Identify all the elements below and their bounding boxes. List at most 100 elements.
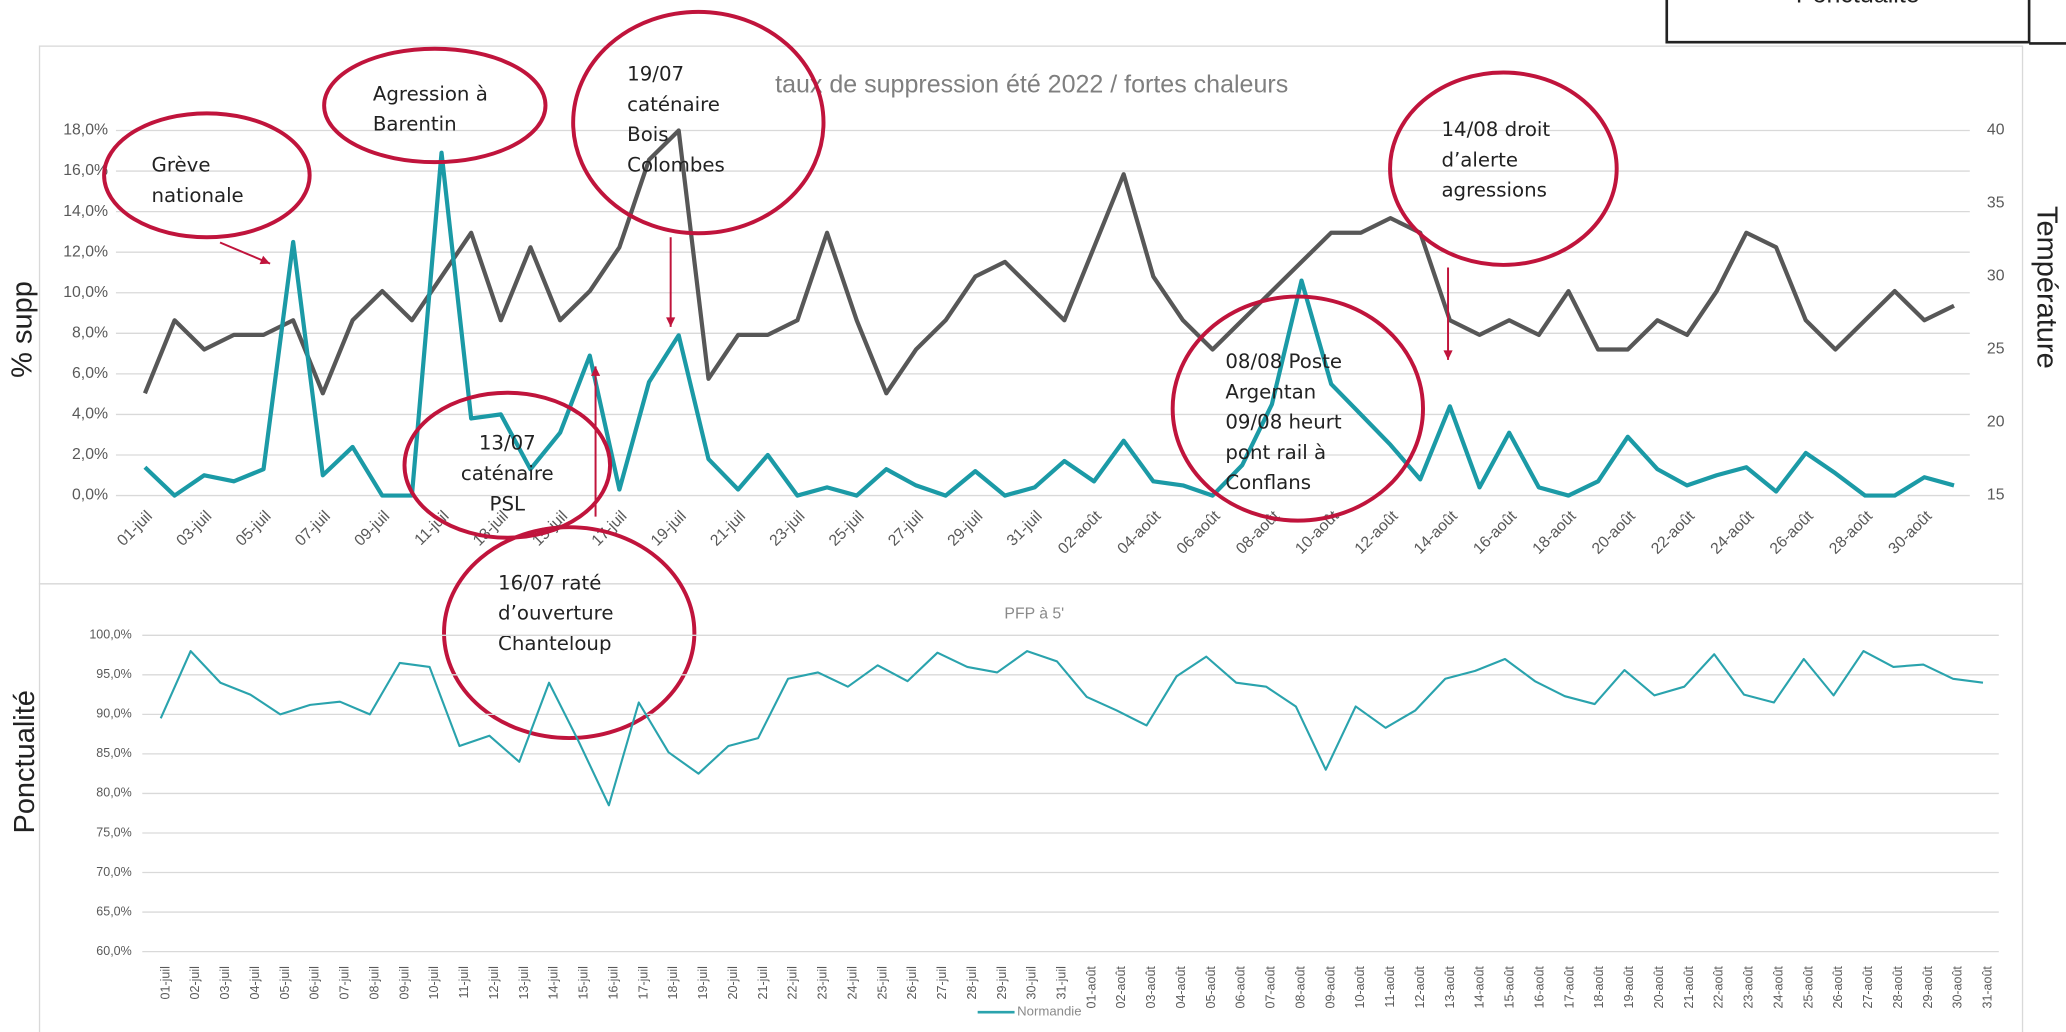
- bottom-panel: [38, 583, 2024, 1032]
- x-tick-label: 03-juil: [218, 966, 232, 999]
- annotation-text: Colombes: [627, 154, 725, 177]
- annotation-text: nationale: [152, 184, 244, 207]
- annotation-text: PSL: [490, 492, 525, 515]
- x-tick-label: 27-août: [1861, 966, 1875, 1009]
- y-tick-label: 14,0%: [63, 203, 108, 220]
- x-tick-label: 23-août: [1742, 966, 1756, 1009]
- x-tick-label: 31-août: [1981, 966, 1995, 1009]
- y-tick-label: 95,0%: [96, 667, 131, 681]
- annotation-circle: [402, 390, 613, 540]
- y2-tick-label: 20: [1987, 414, 2005, 431]
- annotation-circle: [102, 111, 312, 240]
- annotation-text: Argentan: [1225, 380, 1316, 403]
- y2-axis-title: Température: [2030, 206, 2062, 369]
- x-tick-label: 30-août: [1951, 966, 1965, 1009]
- annotation-text: 19/07: [627, 63, 684, 86]
- x-tick-label: 31-juil: [1055, 966, 1069, 999]
- annotation-circle: [571, 9, 826, 236]
- annotation-text: d’ouverture: [498, 602, 613, 625]
- x-tick-label: 14-août: [1473, 966, 1487, 1009]
- legend-label: Normandie: [1017, 1004, 1081, 1019]
- x-tick-label: 02-août: [1114, 966, 1128, 1009]
- annotation-text: 08/08 Poste: [1225, 350, 1342, 373]
- annotation: 19/07 caténaire Bois Colombes: [571, 9, 826, 327]
- x-tick-label: 16-juil: [606, 966, 620, 999]
- y2-tick-label: 40: [1987, 122, 2005, 139]
- x-tick-label: 19-août: [1622, 966, 1636, 1009]
- x-tick-label: 02-juil: [188, 966, 202, 999]
- x-tick-label: 24-août: [1771, 966, 1785, 1009]
- y-axis-title: Ponctualité: [9, 690, 41, 833]
- x-tick-label: 25-août: [1801, 966, 1815, 1009]
- annotation-text: d’alerte: [1441, 148, 1518, 171]
- x-tick-label: 20-juil: [726, 966, 740, 999]
- annotation: 13/07 caténaire PSL: [402, 390, 613, 540]
- x-tick-label: 01-juil: [158, 966, 172, 999]
- x-tick-label: 05-août: [1204, 966, 1218, 1009]
- y-tick-label: 85,0%: [96, 746, 131, 760]
- x-tick-label: 17-juil: [636, 966, 650, 999]
- annotation-text: Agression à: [373, 82, 488, 105]
- y-tick-label: 70,0%: [96, 865, 131, 879]
- x-tick-label: 12-juil: [487, 966, 501, 999]
- annotation: 08/08 Poste Argentan 09/08 heurt pont rail …: [1170, 294, 1425, 523]
- x-tick-label: 19-juil: [696, 966, 710, 999]
- annotation: Agression à Barentin: [322, 46, 548, 165]
- annotation-text: agressions: [1441, 179, 1546, 202]
- x-tick-label: 03-août: [1144, 966, 1158, 1009]
- annotation-text: 13/07: [479, 432, 536, 455]
- series-line: [159, 650, 1984, 807]
- x-tick-label: 18-juil: [666, 966, 680, 999]
- y-tick-label: 16,0%: [63, 162, 108, 179]
- x-tick-label: 22-juil: [786, 966, 800, 999]
- y-tick-label: 60,0%: [96, 944, 131, 958]
- annotation-circle: [1388, 70, 1619, 267]
- x-tick-label: 18-août: [1592, 966, 1606, 1009]
- x-tick-label: 11-août: [1383, 966, 1397, 1008]
- series-line: [143, 150, 1955, 498]
- y-tick-label: 65,0%: [96, 904, 131, 918]
- x-tick-label: 28-août: [1891, 966, 1905, 1009]
- x-tick-label: 04-juil: [248, 966, 262, 999]
- x-tick-label: 15-juil: [577, 966, 591, 999]
- x-tick-label: 27-juil: [935, 966, 949, 999]
- y-tick-label: 10,0%: [63, 284, 108, 301]
- x-tick-label: 21-juil: [756, 966, 770, 999]
- x-tick-label: 11-juil: [457, 966, 471, 998]
- x-tick-label: 06-juil: [308, 966, 322, 999]
- x-tick-label: 16-août: [1532, 966, 1546, 1009]
- x-tick-label: 25-juil: [875, 966, 889, 999]
- x-tick-label: 20-août: [1652, 966, 1666, 1009]
- y2-tick-label: 30: [1987, 268, 2005, 285]
- x-tick-label: 23-juil: [816, 966, 830, 999]
- y2-tick-label: 35: [1987, 195, 2005, 212]
- annotation-arrowhead: [666, 317, 676, 327]
- y2-tick-label: 25: [1987, 341, 2005, 358]
- x-tick-label: 09-juil: [397, 966, 411, 999]
- y-tick-label: 18,0%: [63, 122, 108, 139]
- x-tick-label: 08-août: [1293, 966, 1307, 1009]
- x-tick-label: 04-août: [1174, 966, 1188, 1009]
- x-tick-label: 09-août: [1323, 966, 1337, 1009]
- y2-tick-label: 15: [1987, 487, 2005, 504]
- y-tick-label: 2,0%: [72, 446, 108, 463]
- x-tick-label: 13-juil: [517, 966, 531, 999]
- annotation-text: caténaire: [461, 462, 554, 485]
- annotation-text: Bois: [627, 123, 668, 146]
- y-tick-label: 12,0%: [63, 243, 108, 260]
- x-tick-label: 10-août: [1353, 966, 1367, 1009]
- annotation-text: Barentin: [373, 113, 457, 136]
- x-tick-label: 15-août: [1503, 966, 1517, 1009]
- series-line: [142, 128, 1955, 396]
- x-tick-label: 30-juil: [1025, 966, 1039, 999]
- x-tick-label: 07-août: [1264, 966, 1278, 1009]
- y-tick-label: 90,0%: [96, 707, 131, 721]
- x-tick-label: 17-août: [1562, 966, 1576, 1009]
- annotation-arrowhead: [259, 255, 271, 265]
- y-tick-label: 4,0%: [72, 406, 108, 423]
- x-tick-label: 13-août: [1443, 966, 1457, 1009]
- x-tick-label: 26-juil: [905, 966, 919, 999]
- y-tick-label: 75,0%: [96, 825, 131, 839]
- x-tick-label: 24-juil: [845, 966, 859, 999]
